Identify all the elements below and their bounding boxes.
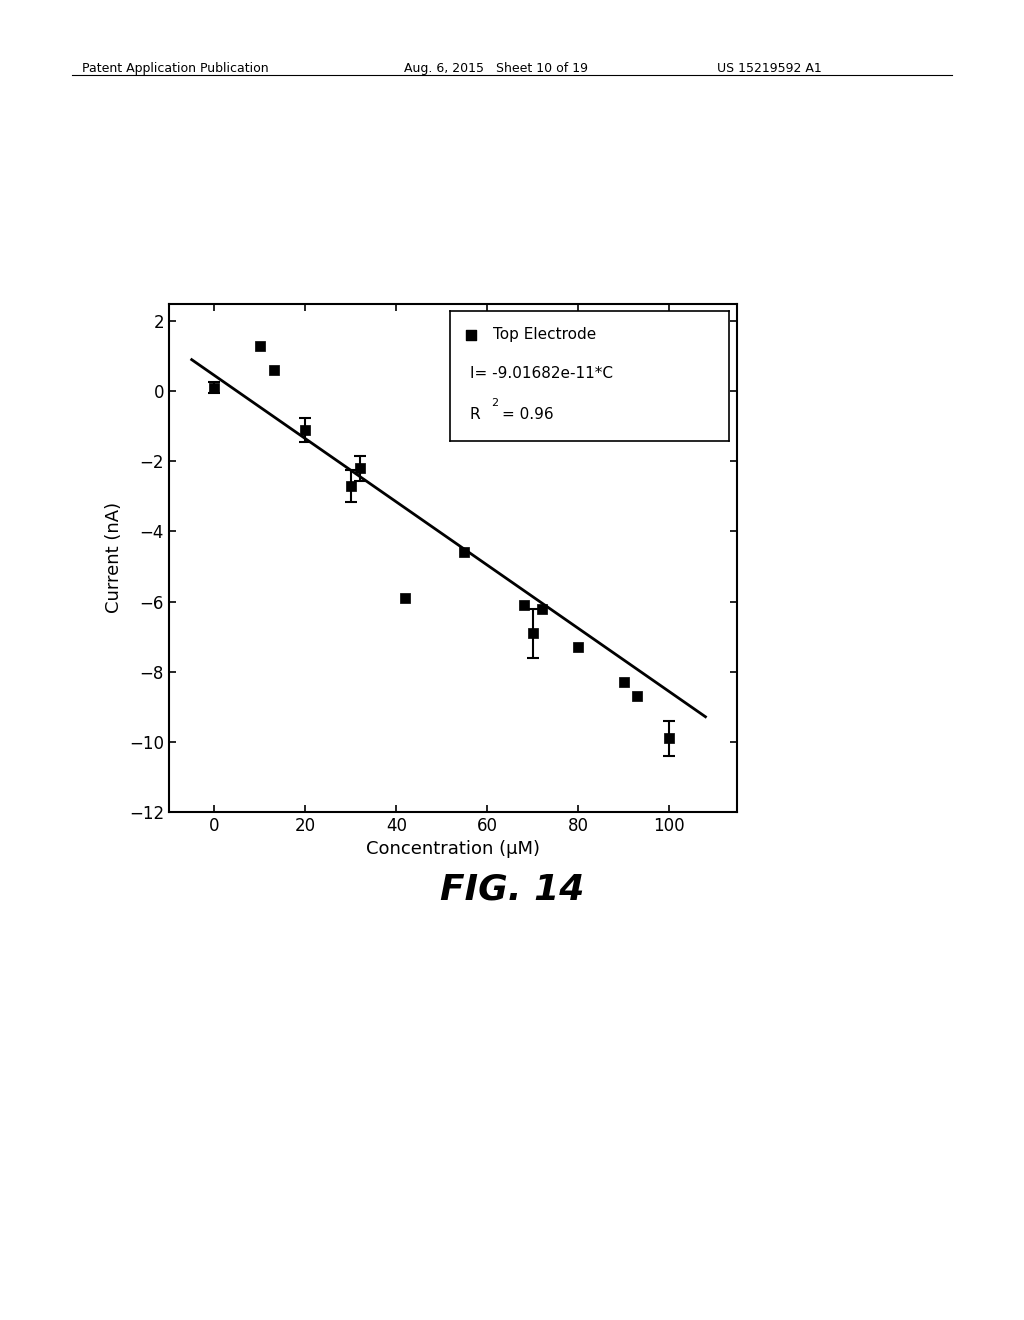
Point: [570, 636, 587, 657]
Text: FIG. 14: FIG. 14: [440, 873, 584, 907]
Point: [343, 475, 359, 496]
Point: [615, 672, 632, 693]
Point: [206, 378, 222, 399]
Point: [629, 685, 645, 706]
Point: [297, 420, 313, 441]
Y-axis label: Current (nA): Current (nA): [105, 502, 124, 614]
Point: [524, 623, 541, 644]
Point: [660, 727, 677, 748]
X-axis label: Concentration (μM): Concentration (μM): [367, 841, 540, 858]
Point: [457, 543, 473, 564]
Text: Patent Application Publication: Patent Application Publication: [82, 62, 268, 75]
Point: [397, 587, 414, 609]
Point: [351, 458, 368, 479]
Point: [534, 598, 550, 619]
Point: [515, 594, 531, 615]
Text: US 15219592 A1: US 15219592 A1: [717, 62, 821, 75]
Point: [265, 359, 282, 380]
Point: [252, 335, 268, 356]
Text: Aug. 6, 2015   Sheet 10 of 19: Aug. 6, 2015 Sheet 10 of 19: [404, 62, 589, 75]
